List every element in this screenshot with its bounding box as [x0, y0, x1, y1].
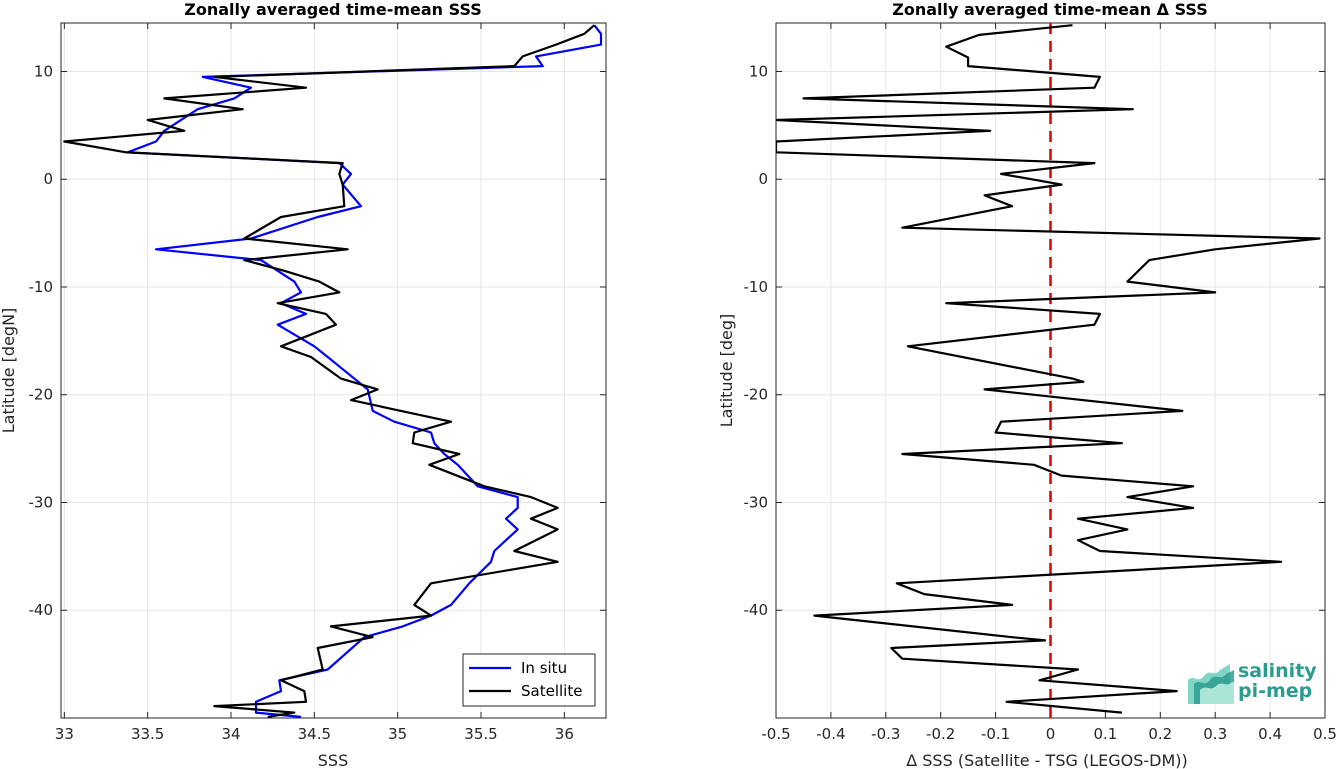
- y-tick-label: -30: [744, 493, 769, 511]
- y-tick-label: -40: [744, 601, 769, 619]
- x-tick-label: -0.2: [926, 725, 955, 743]
- legend-label: In situ: [521, 659, 567, 677]
- logo-line2: pi-mep: [1238, 680, 1313, 702]
- x-tick-label: 0.2: [1148, 725, 1172, 743]
- x-tick-label: 0.4: [1258, 725, 1282, 743]
- legend-label: Satellite: [521, 682, 582, 700]
- x-tick-label: 0.1: [1093, 725, 1117, 743]
- left-plot-sss: 33 33.5 34 34.5 35 35.5 36 -40 -30 -20 -10 0 10 Zonal…: [0, 0, 607, 769]
- y-tick-label: -10: [744, 278, 769, 296]
- x-tick-label: 35: [388, 725, 407, 743]
- chart-title: Zonally averaged time-mean Δ SSS: [892, 0, 1208, 19]
- x-tick-label: -0.3: [871, 725, 900, 743]
- x-tick-label: 34: [221, 725, 240, 743]
- legend-box: [462, 653, 596, 707]
- logo-line1: salinity: [1238, 660, 1317, 682]
- x-tick-label: 36: [555, 725, 574, 743]
- y-tick-label: 0: [43, 170, 53, 188]
- x-tick-label: 33.5: [131, 725, 164, 743]
- salinity-pi-mep-logo: salinity pi-mep: [1186, 660, 1317, 706]
- axes-box: [60, 22, 607, 719]
- y-tick-label: -30: [29, 493, 54, 511]
- x-tick-label: 0.3: [1203, 725, 1227, 743]
- right-plot-delta-sss: -0.5 -0.4 -0.3 -0.2 -0.1 0 0.1 0.2 0.3 0.4 0.5 -40 -…: [717, 0, 1336, 769]
- y-tick-label: 10: [34, 62, 53, 80]
- satellite-series-line: [63, 24, 596, 718]
- x-tick-label: 35.5: [464, 725, 497, 743]
- y-tick-label: -10: [29, 278, 54, 296]
- y-tick-label: 0: [758, 170, 768, 188]
- x-tick-label: 0.5: [1313, 725, 1336, 743]
- in-situ-series-line: [126, 24, 603, 718]
- y-tick-label: -20: [29, 386, 54, 404]
- x-tick-label: -0.1: [981, 725, 1010, 743]
- y-tick-label: -20: [744, 386, 769, 404]
- legend: In situ Satellite: [462, 653, 596, 707]
- x-tick-label: 0: [1046, 725, 1056, 743]
- x-axis-label: Δ SSS (Satellite - TSG (LEGOS-DM)): [906, 751, 1188, 769]
- delta-series-line: [776, 24, 1321, 714]
- y-axis-label: Latitude [degN]: [0, 308, 18, 434]
- x-tick-label: -0.5: [761, 725, 790, 743]
- logo-waves-icon: [1188, 664, 1234, 704]
- chart-title: Zonally averaged time-mean SSS: [184, 0, 482, 19]
- y-tick-label: -40: [29, 601, 54, 619]
- y-axis-label: Latitude [deg]: [717, 314, 736, 428]
- x-axis-label: SSS: [318, 751, 348, 769]
- x-tick-label: 33: [55, 725, 74, 743]
- x-tick-label: 34.5: [298, 725, 331, 743]
- x-tick-label: -0.4: [816, 725, 845, 743]
- y-tick-label: 10: [749, 62, 768, 80]
